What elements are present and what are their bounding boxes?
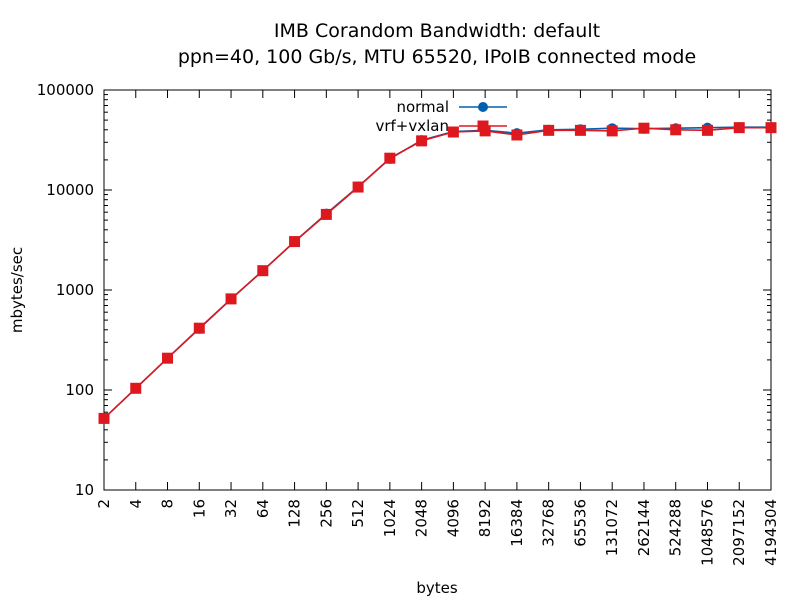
x-tick-label: 128 [286,499,304,528]
chart-title: IMB Corandom Bandwidth: default [274,20,600,42]
series-line-vrf-vxlan [103,126,771,419]
x-tick-label: 256 [317,499,335,528]
x-tick-label: 262144 [635,499,653,556]
data-point-vrf-vxlan [765,122,777,134]
x-tick-label: 16384 [508,499,526,547]
data-point-vrf-vxlan [193,322,205,334]
series-layer [98,122,777,424]
data-point-vrf-vxlan [511,129,523,141]
data-point-vrf-vxlan [416,135,428,147]
x-tick-label: 64 [254,499,272,518]
legend-label-normal: normal [396,98,449,116]
x-axis: 2 4 8 16 32 64 128 256 512 1024 2048 4096 8192 16384 3… [95,90,780,566]
data-point-vrf-vxlan [320,208,332,220]
x-tick-label: 2048 [413,499,431,537]
y-tick-label: 10000 [46,181,94,199]
x-tick-label: 16 [190,499,208,518]
x-tick-label: 8192 [476,499,494,537]
x-tick-label: 4 [127,499,145,509]
y-axis: 10 100 1000 10000 100000 [37,81,771,499]
data-point-vrf-vxlan [289,236,301,248]
data-point-vrf-vxlan [130,382,142,394]
data-point-vrf-vxlan [162,352,174,364]
x-tick-label: 2097152 [730,499,748,566]
legend-marker-normal [478,102,488,112]
data-point-vrf-vxlan [701,124,713,136]
x-tick-label: 8 [159,499,177,509]
y-tick-label: 1000 [56,281,94,299]
x-tick-label: 4096 [444,499,462,537]
data-point-vrf-vxlan [670,124,682,136]
plot-area-border [103,89,772,491]
chart-subtitle: ppn=40, 100 Gb/s, MTU 65520, IPoIB conne… [178,46,696,68]
data-point-vrf-vxlan [638,122,650,134]
y-tick-label: 100 [65,381,94,399]
series-line-normal [103,126,771,419]
data-point-vrf-vxlan [257,265,269,277]
x-axis-label: bytes [416,579,458,597]
data-point-vrf-vxlan [606,125,618,137]
y-axis-label: mbytes/sec [8,247,26,333]
data-point-vrf-vxlan [384,152,396,164]
data-point-vrf-vxlan [225,293,237,305]
data-point-vrf-vxlan [574,124,586,136]
x-tick-label: 131072 [603,499,621,556]
legend-label-vrf-vxlan: vrf+vxlan [375,117,449,135]
x-tick-label: 4194304 [762,499,780,566]
data-point-vrf-vxlan [543,124,555,136]
series-vrf-vxlan [98,122,777,424]
x-tick-label: 512 [349,499,367,528]
legend-marker-vrf-vxlan [477,120,489,132]
data-point-vrf-vxlan [447,126,459,138]
x-tick-label: 65536 [571,499,589,547]
x-tick-label: 32768 [540,499,558,547]
y-tick-label: 100000 [37,81,94,99]
data-point-vrf-vxlan [98,412,110,424]
y-tick-label: 10 [75,481,94,499]
x-tick-label: 32 [222,499,240,518]
data-point-vrf-vxlan [352,181,364,193]
data-point-vrf-vxlan [733,122,745,134]
x-tick-label: 1048576 [698,499,716,566]
x-tick-label: 524288 [667,499,685,556]
x-tick-label: 2 [95,499,113,509]
x-tick-label: 1024 [381,499,399,537]
series-normal [99,122,776,424]
